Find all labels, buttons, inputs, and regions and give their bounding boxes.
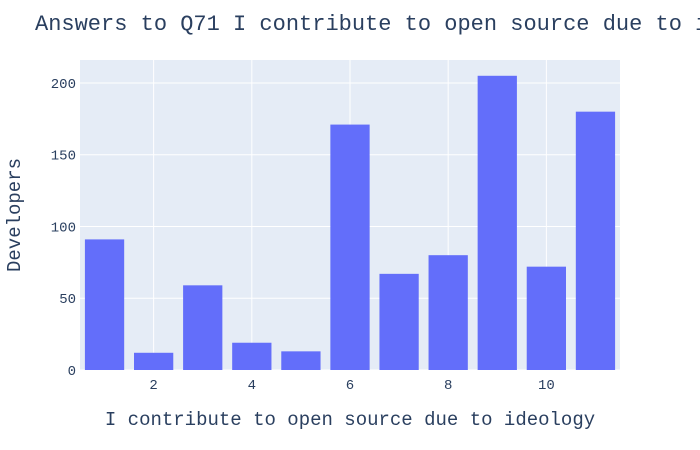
x-axis-title: I contribute to open source due to ideol… bbox=[105, 409, 595, 431]
x-tick-label: 8 bbox=[444, 378, 452, 394]
y-tick-label: 50 bbox=[59, 292, 76, 308]
chart-title: Answers to Q71 I contribute to open sour… bbox=[35, 12, 700, 37]
bar bbox=[526, 266, 566, 370]
bar bbox=[428, 255, 468, 370]
bars bbox=[84, 75, 616, 371]
x-tick-label: 10 bbox=[538, 378, 555, 394]
bar bbox=[379, 273, 419, 370]
bar bbox=[477, 75, 517, 370]
bar bbox=[84, 239, 125, 370]
y-tick-label: 150 bbox=[51, 149, 76, 165]
bar bbox=[330, 124, 370, 370]
bar bbox=[232, 342, 272, 370]
bar bbox=[183, 285, 223, 370]
y-tick-label: 0 bbox=[68, 364, 76, 380]
y-axis-title: Developers bbox=[4, 158, 26, 272]
bar bbox=[281, 351, 321, 370]
x-tick-label: 4 bbox=[248, 378, 256, 394]
bar bbox=[134, 352, 174, 370]
y-tick-label: 100 bbox=[51, 220, 76, 236]
x-tick-label: 6 bbox=[346, 378, 354, 394]
y-tick-label: 200 bbox=[51, 77, 76, 93]
bar bbox=[575, 111, 616, 371]
x-tick-label: 2 bbox=[149, 378, 157, 394]
